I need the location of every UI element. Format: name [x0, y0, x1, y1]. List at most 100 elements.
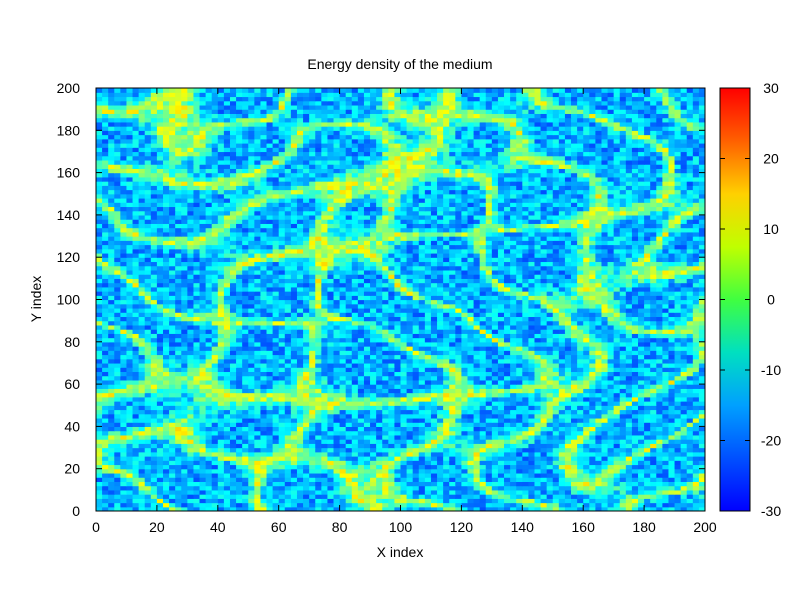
heatmap-cell [290, 354, 298, 360]
heatmap-cell [266, 430, 274, 436]
heatmap-cell [583, 426, 590, 432]
heatmap-cell [327, 350, 335, 356]
heatmap-cell [510, 494, 517, 499]
heatmap-cell [534, 307, 542, 313]
heatmap-cell [698, 494, 705, 499]
heatmap-cell [497, 472, 505, 478]
heatmap-cell [564, 341, 572, 347]
heatmap-cell [321, 456, 329, 461]
heatmap-cell [479, 460, 487, 466]
heatmap-cell [528, 329, 536, 334]
heatmap-cell [656, 375, 663, 381]
heatmap-cell [296, 346, 304, 351]
heatmap-cell [485, 502, 493, 508]
heatmap-cell [601, 367, 609, 373]
heatmap-cell [613, 481, 621, 487]
heatmap-cell [607, 434, 615, 440]
heatmap-cell [577, 460, 584, 466]
heatmap-cell [120, 316, 128, 322]
heatmap-cell [522, 447, 529, 453]
heatmap-cell [175, 481, 182, 487]
heatmap-cell [638, 422, 645, 427]
heatmap-cell [248, 494, 255, 499]
heatmap-cell [491, 341, 499, 347]
heatmap-cell [638, 401, 645, 406]
heatmap-cell [290, 481, 298, 487]
heatmap-cell [96, 477, 103, 482]
heatmap-cell [199, 422, 207, 427]
heatmap-cell [284, 498, 292, 504]
heatmap-cell [345, 489, 353, 495]
heatmap-cell [284, 354, 292, 360]
heatmap-cell [339, 324, 347, 330]
heatmap-cell [430, 354, 438, 360]
heatmap-cell [376, 481, 383, 487]
heatmap-cell [589, 439, 596, 444]
heatmap-cell [96, 434, 103, 440]
heatmap-cell [114, 299, 121, 305]
heatmap-cell [303, 341, 310, 347]
heatmap-cell [528, 384, 536, 389]
heatmap-cell [126, 396, 134, 402]
heatmap-cell [467, 426, 475, 432]
heatmap-cell [497, 367, 505, 373]
heatmap-cell [443, 439, 450, 444]
heatmap-cell [327, 417, 335, 423]
heatmap-cell [668, 375, 676, 381]
heatmap-cell [327, 316, 335, 322]
heatmap-cell [162, 358, 170, 364]
heatmap-cell [510, 443, 517, 449]
heatmap-cell [607, 506, 615, 511]
heatmap-cell [437, 396, 444, 402]
heatmap-cell [552, 485, 560, 491]
heatmap-cell [674, 426, 682, 432]
heatmap-cell [108, 350, 115, 356]
heatmap-cell [96, 422, 103, 427]
heatmap-cell [370, 396, 377, 402]
heatmap-cell [211, 312, 219, 318]
heatmap-cell [674, 392, 682, 398]
heatmap-cell [601, 485, 609, 491]
heatmap-cell [558, 303, 566, 309]
heatmap-cell [272, 477, 280, 482]
heatmap-cell [96, 506, 103, 511]
heatmap-cell [510, 379, 517, 385]
heatmap-cell [193, 472, 201, 478]
heatmap-cell [631, 320, 639, 326]
heatmap-cell [96, 375, 103, 381]
heatmap-cell [260, 384, 268, 389]
heatmap-cell [175, 371, 182, 377]
heatmap-cell [418, 506, 426, 511]
heatmap-cell [96, 468, 103, 474]
heatmap-cell [674, 346, 682, 351]
heatmap-cell [132, 367, 140, 373]
heatmap-cell [558, 312, 566, 318]
heatmap-cell [193, 481, 201, 487]
heatmap-cell [321, 506, 329, 511]
heatmap-cell [120, 494, 128, 499]
heatmap-cell [169, 379, 176, 385]
heatmap-cell [607, 426, 615, 432]
heatmap-cell [412, 443, 420, 449]
heatmap-cell [315, 413, 322, 419]
heatmap-cell [351, 489, 359, 495]
heatmap-cell [491, 379, 499, 385]
heatmap-cell [156, 472, 164, 478]
heatmap-cell [564, 333, 572, 339]
heatmap-cell [181, 316, 188, 322]
heatmap-cell [150, 371, 158, 377]
heatmap-cell [692, 307, 700, 313]
heatmap-cell [102, 472, 109, 478]
heatmap-cell [595, 489, 603, 495]
heatmap-cell [558, 439, 566, 444]
heatmap-cell [211, 426, 219, 432]
heatmap-cell [558, 324, 566, 330]
heatmap-cell [327, 498, 335, 504]
heatmap-cell [114, 456, 121, 461]
heatmap-cell [479, 405, 487, 411]
heatmap-cell [96, 346, 103, 351]
heatmap-cell [698, 409, 705, 415]
heatmap-cell [406, 324, 414, 330]
heatmap-cell [357, 354, 365, 360]
heatmap-cell [668, 443, 676, 449]
